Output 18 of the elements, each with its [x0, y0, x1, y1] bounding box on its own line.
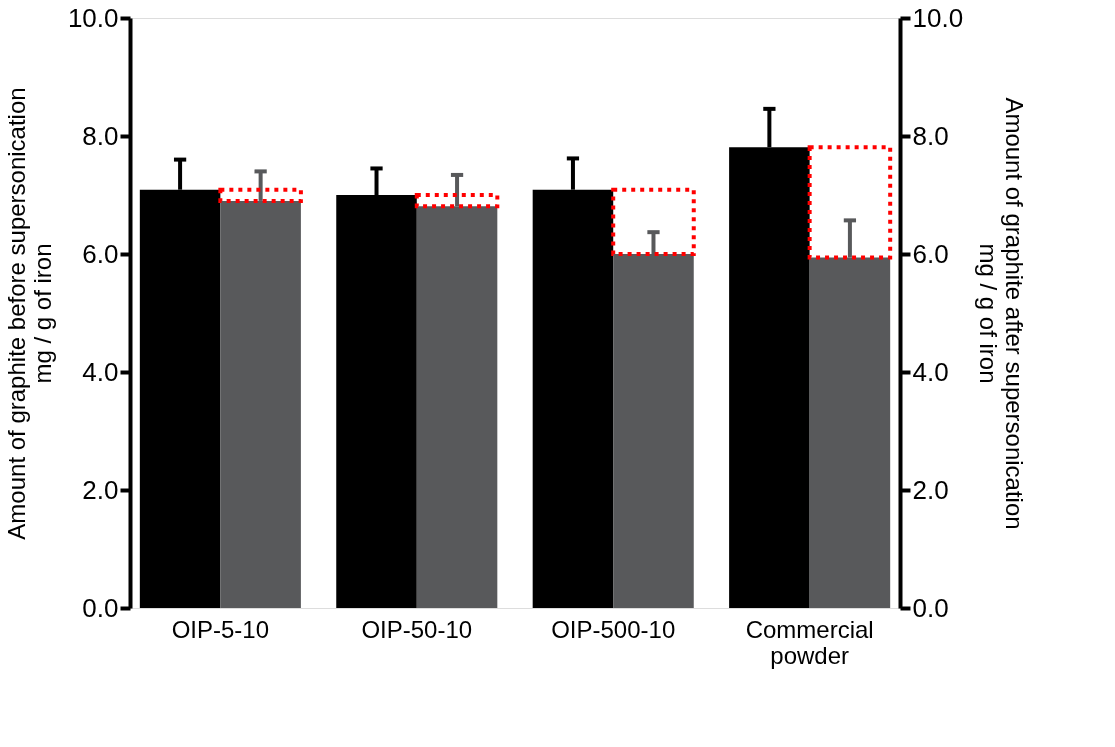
y-tick-label: 4.0: [82, 356, 119, 387]
y2-tick-label: 2.0: [912, 474, 949, 505]
y2-tick-label: 10.0: [912, 2, 964, 33]
y-axis-title: Amount of graphite before supersonication mg / g of iron: [2, 87, 56, 540]
y-tick-label: 6.0: [82, 238, 119, 269]
y-tick-label: 2.0: [82, 474, 119, 505]
y-tick-label: 0.0: [82, 592, 119, 623]
x-tick-label: OIP-5-10: [171, 615, 270, 643]
y2-tick-label: 0.0: [912, 592, 949, 623]
y2-tick-label: 4.0: [912, 356, 949, 387]
x-tick-label: OIP-500-10: [551, 615, 676, 643]
x-tick-label: Commercial powder: [745, 615, 874, 669]
y2-axis-title: Amount of graphite after supersonication mg / g of iron: [975, 97, 1029, 530]
x-tick-label: OIP-50-10: [361, 615, 473, 643]
y2-tick-label: 6.0: [912, 238, 949, 269]
y2-tick-label: 8.0: [912, 120, 949, 151]
y-tick-label: 8.0: [82, 120, 119, 151]
y-tick-label: 10.0: [67, 2, 119, 33]
